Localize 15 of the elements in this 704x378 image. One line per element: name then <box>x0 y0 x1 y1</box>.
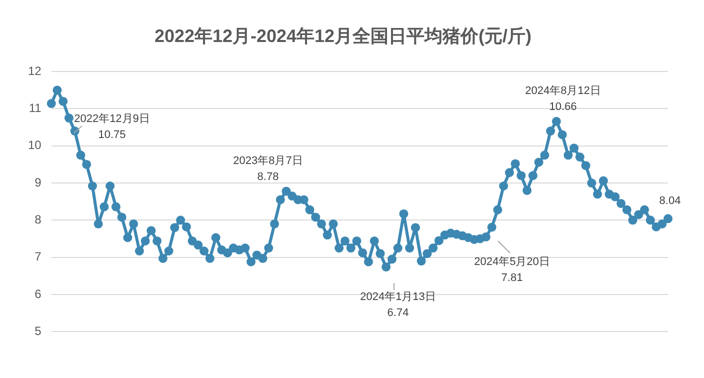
annotation: 2024年5月20日 7.81 <box>474 256 550 284</box>
y-tick-label: 10 <box>28 138 42 152</box>
y-tick-label: 11 <box>28 101 42 116</box>
annotation: 8.04 <box>659 195 681 207</box>
annotation: 2023年8月7日 8.78 <box>233 155 303 183</box>
annotation: 2022年12月9日 10.75 <box>74 113 150 141</box>
annotation: 2024年1月13日 6.74 <box>360 291 436 319</box>
annotation: 2024年8月12日 10.66 <box>525 85 601 113</box>
y-tick-label: 9 <box>34 175 42 190</box>
y-tick-label: 6 <box>34 286 42 301</box>
chart-title: 2022年12月-2024年12月全国日平均猪价(元/斤) <box>154 26 532 46</box>
y-tick-label: 12 <box>28 64 42 78</box>
y-tick-label: 7 <box>34 250 42 264</box>
y-tick-label: 8 <box>34 212 42 226</box>
y-tick-label: 5 <box>34 324 42 338</box>
